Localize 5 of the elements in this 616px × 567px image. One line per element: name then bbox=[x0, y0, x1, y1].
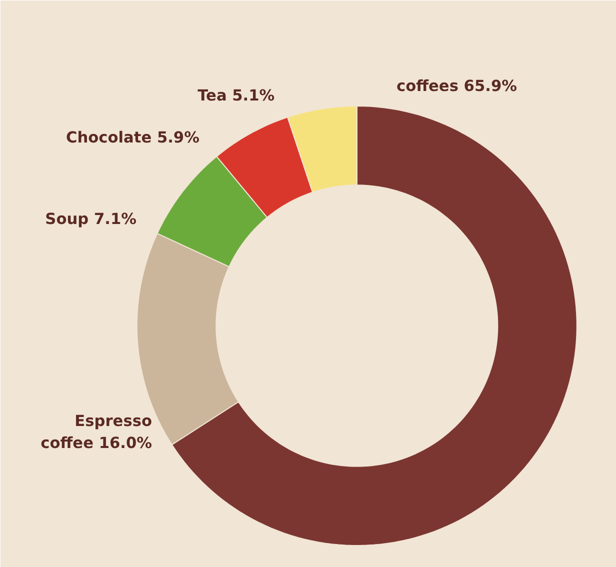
slice-label: coffees 65.9% bbox=[396, 77, 517, 95]
slice-label: Tea 5.1% bbox=[198, 86, 275, 105]
slice-label: Espresso coffee 16.0% bbox=[40, 412, 152, 452]
slice-label: Soup 7.1% bbox=[45, 210, 136, 228]
slice-label: Chocolate 5.9% bbox=[66, 128, 200, 146]
